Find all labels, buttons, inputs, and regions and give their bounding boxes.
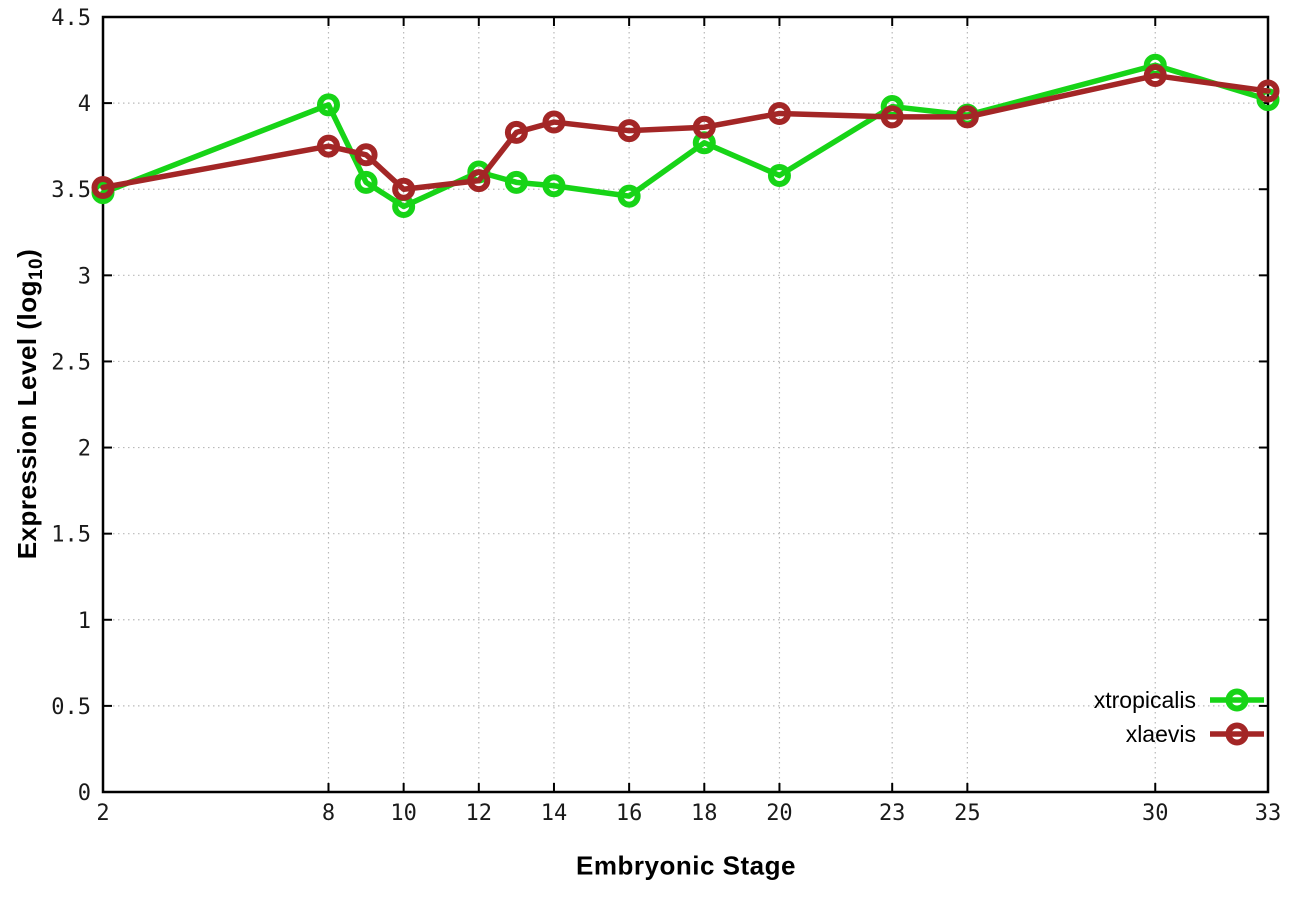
- data-point-marker: [316, 134, 340, 158]
- y-axis-title-text: Expression Level (log: [12, 280, 42, 560]
- svg-text:2: 2: [78, 437, 91, 462]
- svg-text:4.5: 4.5: [51, 6, 91, 31]
- svg-text:25: 25: [954, 801, 981, 826]
- svg-text:16: 16: [616, 801, 643, 826]
- series-xlaevis: [91, 64, 1280, 201]
- data-point-marker: [354, 170, 378, 194]
- plot-border: [101, 15, 1270, 794]
- y-axis-title-close: ): [12, 248, 42, 258]
- data-point-marker: [504, 170, 528, 194]
- svg-text:2: 2: [96, 801, 109, 826]
- x-tick-labels: 2 8 10 12 14 16 18 20 23 25 30 33: [96, 801, 1281, 826]
- data-point-marker: [1143, 64, 1167, 88]
- svg-text:1.5: 1.5: [51, 523, 91, 548]
- series-line-xlaevis: [100, 72, 1271, 192]
- legend-sample-line-marker-icon: [1210, 722, 1264, 746]
- y-tick-labels: 0 0.5 1 1.5 2 2.5 3 3.5 4 4.5: [51, 6, 91, 806]
- series-xtropicalis: [91, 53, 1280, 218]
- data-point-marker: [542, 110, 566, 134]
- svg-text:18: 18: [691, 801, 718, 826]
- data-point-marker: [504, 120, 528, 144]
- y-axis-title-subscript: 10: [26, 257, 47, 281]
- data-point-marker: [392, 177, 416, 201]
- data-point-marker: [692, 115, 716, 139]
- gridlines: [102, 16, 1269, 793]
- svg-text:0.5: 0.5: [51, 695, 91, 720]
- data-point-marker: [955, 105, 979, 129]
- tick-marks: [102, 16, 1269, 793]
- legend-item: xtropicalis: [1094, 685, 1266, 715]
- svg-text:2.5: 2.5: [51, 350, 91, 375]
- y-axis-title: Expression Level (log10): [12, 249, 48, 560]
- svg-text:3.5: 3.5: [51, 178, 91, 203]
- legend-label-xtropicalis: xtropicalis: [1093, 686, 1196, 713]
- x-axis-title: Embryonic Stage: [576, 850, 796, 881]
- svg-text:1: 1: [78, 609, 91, 634]
- legend-item: xlaevis: [1094, 719, 1266, 749]
- data-point-marker: [1256, 79, 1280, 103]
- svg-text:12: 12: [466, 801, 493, 826]
- svg-text:30: 30: [1142, 801, 1169, 826]
- data-point-marker: [316, 93, 340, 117]
- legend: xtropicalis xlaevis: [1094, 685, 1266, 749]
- data-point-marker: [617, 119, 641, 143]
- legend-label-xlaevis: xlaevis: [1125, 720, 1196, 747]
- svg-text:4: 4: [78, 92, 91, 117]
- data-point-marker: [767, 163, 791, 187]
- svg-text:0: 0: [78, 781, 91, 806]
- data-point-marker: [542, 174, 566, 198]
- data-point-marker: [354, 143, 378, 167]
- svg-text:10: 10: [390, 801, 417, 826]
- svg-text:8: 8: [322, 801, 335, 826]
- legend-sample-line-marker-icon: [1210, 688, 1264, 712]
- data-point-marker: [617, 184, 641, 208]
- data-point-marker: [767, 101, 791, 125]
- data-point-marker: [91, 176, 115, 199]
- svg-text:3: 3: [78, 264, 91, 289]
- svg-text:14: 14: [541, 801, 568, 826]
- svg-text:23: 23: [879, 801, 906, 826]
- svg-text:33: 33: [1255, 801, 1282, 826]
- data-point-marker: [467, 169, 491, 193]
- data-point-marker: [880, 105, 904, 129]
- svg-text:20: 20: [766, 801, 793, 826]
